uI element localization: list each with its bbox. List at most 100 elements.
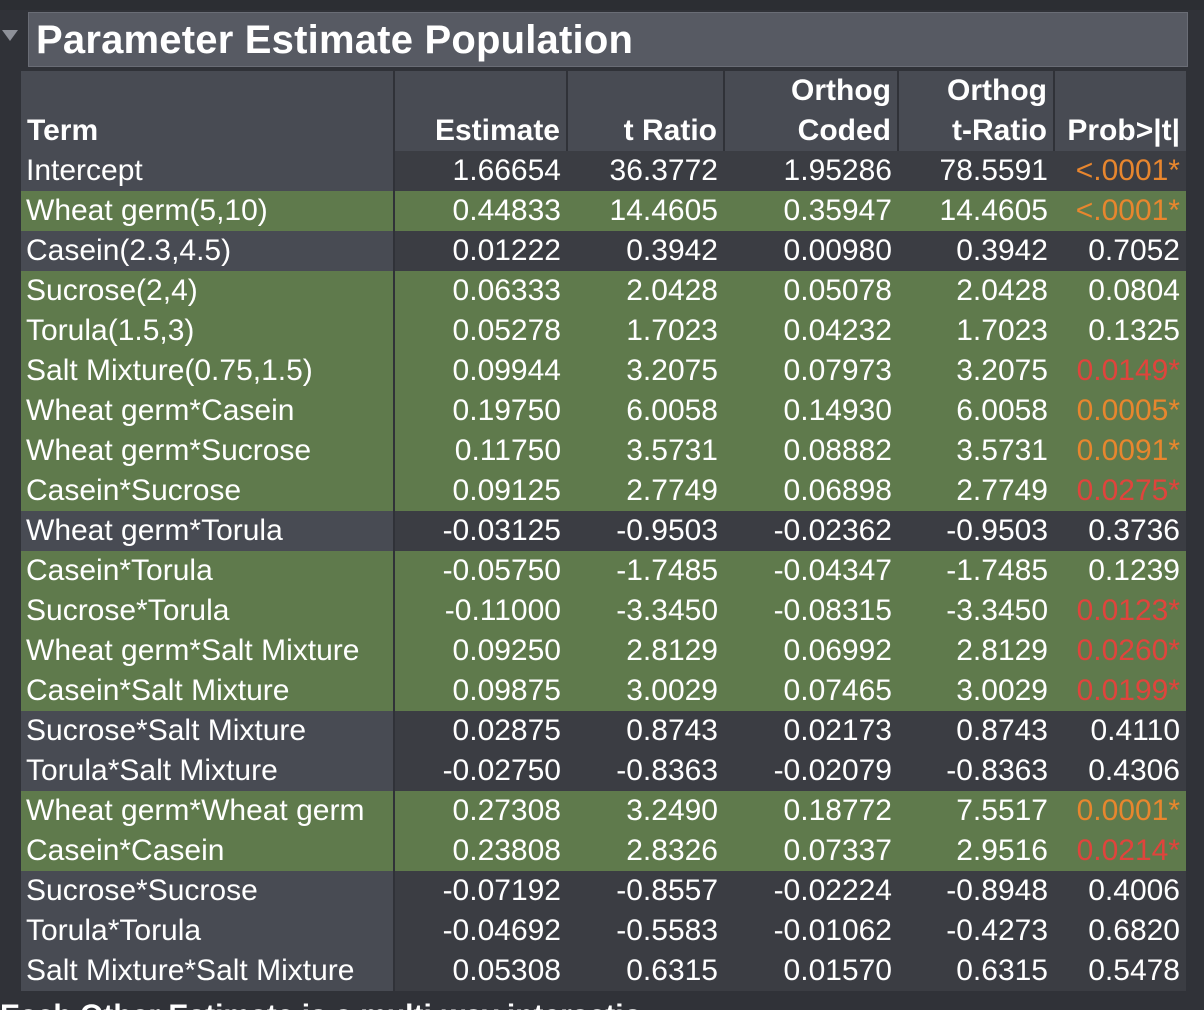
term-cell: Wheat germ*Salt Mixture bbox=[21, 631, 395, 671]
column-header-term[interactable]: Term bbox=[21, 71, 394, 151]
estimate-cell: -0.11000 bbox=[394, 591, 567, 631]
top-strip bbox=[0, 0, 1204, 10]
orthog-coded-cell: -0.02224 bbox=[724, 871, 898, 911]
estimate-cell: 0.06333 bbox=[394, 271, 567, 311]
column-header-orthog-coded[interactable]: Orthog Coded bbox=[723, 71, 898, 151]
t-ratio-cell: -3.3450 bbox=[567, 591, 724, 631]
table-row[interactable]: Salt Mixture(0.75,1.5) 0.09944 3.2075 0.079… bbox=[21, 351, 1186, 391]
table-row[interactable]: Torula*Torula -0.04692 -0.5583 -0.01062 -0.4… bbox=[21, 911, 1186, 951]
orthog-t-ratio-cell: -3.3450 bbox=[898, 591, 1054, 631]
t-ratio-cell: -0.9503 bbox=[567, 511, 724, 551]
estimate-cell: 0.01222 bbox=[394, 231, 567, 271]
column-header-line2: t-Ratio bbox=[952, 114, 1047, 147]
prob-cell: 0.4006 bbox=[1054, 871, 1186, 911]
report-title: Parameter Estimate Population bbox=[36, 18, 634, 62]
prob-cell: 0.6820 bbox=[1054, 911, 1186, 951]
orthog-coded-cell: 0.02173 bbox=[724, 711, 898, 751]
table-row[interactable]: Salt Mixture*Salt Mixture 0.05308 0.6315 0.… bbox=[21, 951, 1186, 991]
orthog-t-ratio-cell: -0.4273 bbox=[898, 911, 1054, 951]
column-header-line1: Orthog bbox=[791, 74, 891, 107]
t-ratio-cell: -0.8363 bbox=[567, 751, 724, 791]
column-header-orthog-t-ratio[interactable]: Orthog t-Ratio bbox=[897, 71, 1054, 151]
term-cell: Torula(1.5,3) bbox=[21, 311, 395, 351]
orthog-coded-cell: 0.18772 bbox=[724, 791, 898, 831]
t-ratio-cell: 3.2490 bbox=[567, 791, 724, 831]
estimate-cell: 0.11750 bbox=[394, 431, 567, 471]
term-cell: Wheat germ*Torula bbox=[21, 511, 395, 551]
t-ratio-cell: 0.3942 bbox=[567, 231, 724, 271]
table-body: Intercept 1.66654 36.3772 1.95286 78.5591 <.0… bbox=[21, 151, 1186, 991]
t-ratio-cell: 2.0428 bbox=[567, 271, 724, 311]
term-cell: Wheat germ*Casein bbox=[21, 391, 395, 431]
orthog-t-ratio-cell: 14.4605 bbox=[898, 191, 1054, 231]
estimate-cell: -0.04692 bbox=[394, 911, 567, 951]
table-row[interactable]: Sucrose*Torula -0.11000 -3.3450 -0.08315 -3.… bbox=[21, 591, 1186, 631]
orthog-coded-cell: 0.06992 bbox=[724, 631, 898, 671]
parameter-estimate-table: Term Estimate t Ratio Orthog Coded Ortho… bbox=[21, 71, 1186, 991]
table-row[interactable]: Casein*Casein 0.23808 2.8326 0.07337 2.9516 0… bbox=[21, 831, 1186, 871]
table-row[interactable]: Wheat germ*Casein 0.19750 6.0058 0.14930 6.0… bbox=[21, 391, 1186, 431]
prob-cell: 0.0260* bbox=[1054, 631, 1186, 671]
orthog-t-ratio-cell: -0.8948 bbox=[898, 871, 1054, 911]
prob-cell: 0.4306 bbox=[1054, 751, 1186, 791]
t-ratio-cell: 6.0058 bbox=[567, 391, 724, 431]
term-cell: Casein(2.3,4.5) bbox=[21, 231, 395, 271]
prob-cell: 0.7052 bbox=[1054, 231, 1186, 271]
table-row[interactable]: Sucrose*Salt Mixture 0.02875 0.8743 0.02173… bbox=[21, 711, 1186, 751]
column-header-prob[interactable]: Prob>|t| bbox=[1053, 71, 1186, 151]
prob-cell: 0.0275* bbox=[1054, 471, 1186, 511]
term-cell: Sucrose*Torula bbox=[21, 591, 395, 631]
term-cell: Wheat germ*Sucrose bbox=[21, 431, 395, 471]
orthog-coded-cell: -0.02362 bbox=[724, 511, 898, 551]
orthog-coded-cell: 0.00980 bbox=[724, 231, 898, 271]
report-title-bar[interactable]: Parameter Estimate Population bbox=[28, 12, 1188, 67]
term-cell: Sucrose*Sucrose bbox=[21, 871, 395, 911]
orthog-coded-cell: 0.14930 bbox=[724, 391, 898, 431]
term-cell: Sucrose(2,4) bbox=[21, 271, 395, 311]
term-cell: Casein*Casein bbox=[21, 831, 395, 871]
table-row[interactable]: Torula*Salt Mixture -0.02750 -0.8363 -0.020… bbox=[21, 751, 1186, 791]
term-cell: Casein*Salt Mixture bbox=[21, 671, 395, 711]
column-header-line2: Coded bbox=[797, 114, 891, 147]
table-row[interactable]: Wheat germ*Torula -0.03125 -0.9503 -0.02362… bbox=[21, 511, 1186, 551]
table-row[interactable]: Intercept 1.66654 36.3772 1.95286 78.5591 <.0… bbox=[21, 151, 1186, 191]
table-row[interactable]: Wheat germ(5,10) 0.44833 14.4605 0.35947 14.… bbox=[21, 191, 1186, 231]
table-row[interactable]: Casein*Sucrose 0.09125 2.7749 0.06898 2.7749… bbox=[21, 471, 1186, 511]
orthog-t-ratio-cell: 2.0428 bbox=[898, 271, 1054, 311]
estimate-cell: 1.66654 bbox=[394, 151, 567, 191]
term-cell: Casein*Sucrose bbox=[21, 471, 395, 511]
estimate-cell: 0.09125 bbox=[394, 471, 567, 511]
table-row[interactable]: Sucrose(2,4) 0.06333 2.0428 0.05078 2.0428 0.… bbox=[21, 271, 1186, 311]
term-cell: Salt Mixture(0.75,1.5) bbox=[21, 351, 395, 391]
table-row[interactable]: Casein*Salt Mixture 0.09875 3.0029 0.07465 3… bbox=[21, 671, 1186, 711]
term-cell: Wheat germ(5,10) bbox=[21, 191, 395, 231]
table-header-row: Term Estimate t Ratio Orthog Coded Ortho… bbox=[21, 71, 1186, 151]
orthog-t-ratio-cell: 2.8129 bbox=[898, 631, 1054, 671]
t-ratio-cell: 2.8326 bbox=[567, 831, 724, 871]
disclosure-triangle-icon[interactable] bbox=[2, 30, 18, 41]
table-row[interactable]: Wheat germ*Sucrose 0.11750 3.5731 0.08882 3.… bbox=[21, 431, 1186, 471]
prob-cell: 0.0804 bbox=[1054, 271, 1186, 311]
t-ratio-cell: 2.8129 bbox=[567, 631, 724, 671]
table-row[interactable]: Casein(2.3,4.5) 0.01222 0.3942 0.00980 0.394… bbox=[21, 231, 1186, 271]
term-cell: Sucrose*Salt Mixture bbox=[21, 711, 395, 751]
prob-cell: 0.1239 bbox=[1054, 551, 1186, 591]
table-row[interactable]: Wheat germ*Wheat germ 0.27308 3.2490 0.1877… bbox=[21, 791, 1186, 831]
estimate-cell: 0.09944 bbox=[394, 351, 567, 391]
orthog-t-ratio-cell: 2.9516 bbox=[898, 831, 1054, 871]
t-ratio-cell: 0.6315 bbox=[567, 951, 724, 991]
estimate-cell: 0.27308 bbox=[394, 791, 567, 831]
prob-cell: <.0001* bbox=[1054, 191, 1186, 231]
table-row[interactable]: Sucrose*Sucrose -0.07192 -0.8557 -0.02224 -0… bbox=[21, 871, 1186, 911]
orthog-t-ratio-cell: 3.2075 bbox=[898, 351, 1054, 391]
column-header-estimate[interactable]: Estimate bbox=[393, 71, 567, 151]
estimate-cell: 0.05278 bbox=[394, 311, 567, 351]
orthog-t-ratio-cell: -1.7485 bbox=[898, 551, 1054, 591]
estimate-cell: 0.02875 bbox=[394, 711, 567, 751]
table-row[interactable]: Casein*Torula -0.05750 -1.7485 -0.04347 -1.7… bbox=[21, 551, 1186, 591]
column-header-t-ratio[interactable]: t Ratio bbox=[566, 71, 724, 151]
table-row[interactable]: Torula(1.5,3) 0.05278 1.7023 0.04232 1.7023 0… bbox=[21, 311, 1186, 351]
table-row[interactable]: Wheat germ*Salt Mixture 0.09250 2.8129 0.06… bbox=[21, 631, 1186, 671]
t-ratio-cell: 36.3772 bbox=[567, 151, 724, 191]
